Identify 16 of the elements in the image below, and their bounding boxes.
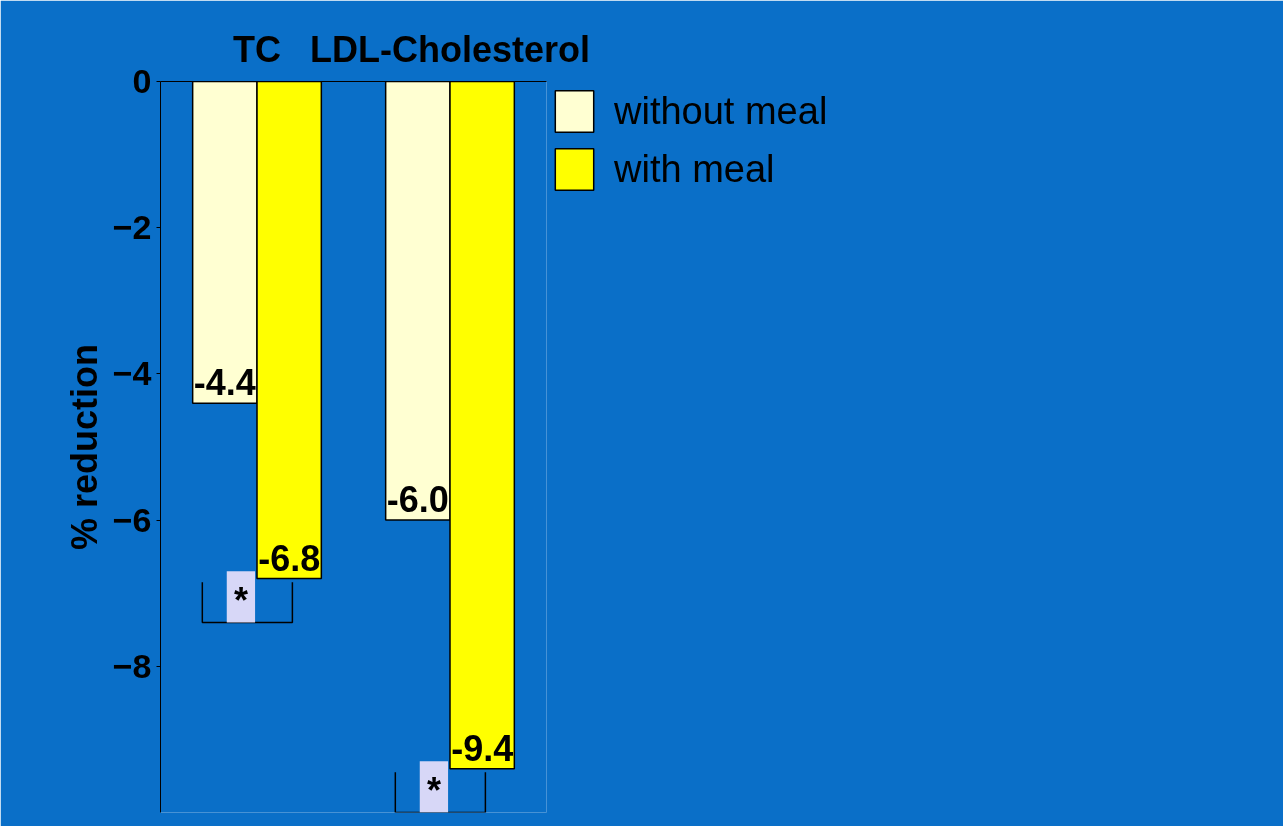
- annotation: *: [233, 580, 248, 622]
- y-axis-title: % reduction: [63, 343, 105, 551]
- y-tick-label: −2: [112, 208, 152, 247]
- x-tick-label: TC: [233, 28, 282, 70]
- legend-label: with meal: [614, 147, 775, 191]
- y-tick-label: −4: [112, 354, 152, 393]
- y-tick-label: 0: [132, 62, 152, 100]
- data-label: -4.4: [193, 362, 256, 404]
- x-tick-label: LDL-Cholesterol: [310, 28, 591, 70]
- legend-label: without meal: [614, 89, 828, 133]
- data-label: -6.0: [386, 479, 449, 521]
- annotation: *: [426, 770, 441, 812]
- y-tick-label: −8: [112, 646, 152, 685]
- y-tick-label: −6: [112, 500, 152, 539]
- data-label: -9.4: [451, 727, 514, 769]
- data-label: -6.8: [258, 537, 321, 579]
